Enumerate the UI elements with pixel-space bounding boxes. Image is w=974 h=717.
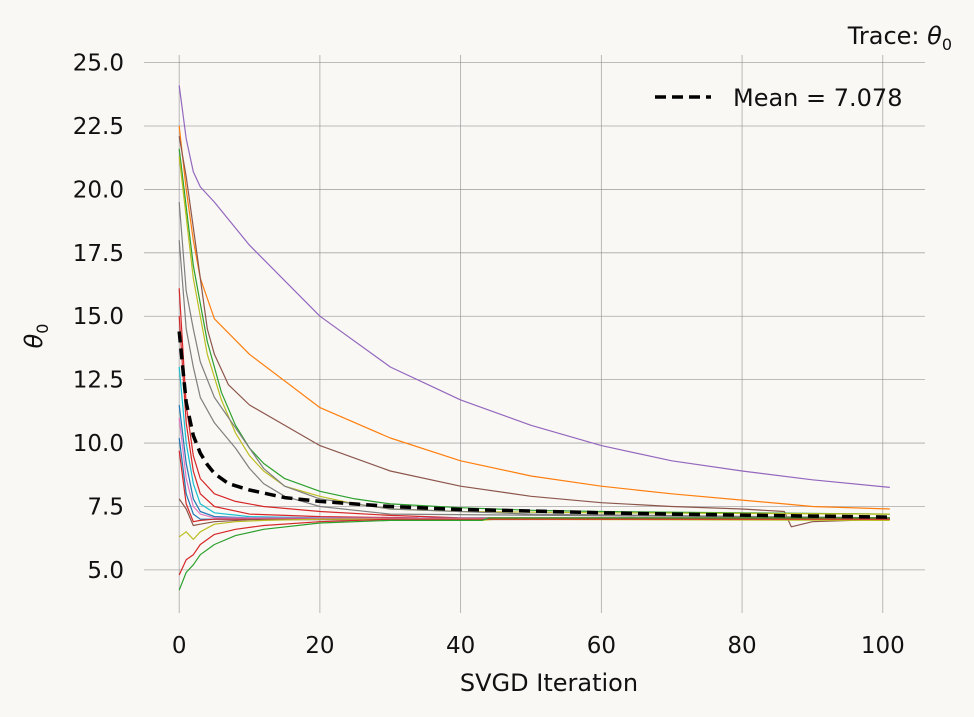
y-tick-label: 12.5 bbox=[73, 368, 124, 394]
x-tick-labels: 0 20 40 60 80 100 bbox=[172, 633, 905, 659]
x-tick-label: 20 bbox=[305, 633, 334, 659]
y-axis-label: θ0 bbox=[20, 324, 52, 349]
legend-mean-label: Mean = 7.078 bbox=[733, 84, 902, 112]
particle-trace-line bbox=[178, 518, 890, 576]
x-tick-label: 40 bbox=[446, 633, 475, 659]
particle-trace-line bbox=[178, 518, 890, 540]
y-tick-label: 15.0 bbox=[73, 304, 124, 330]
particle-trace-line bbox=[178, 85, 890, 488]
particle-trace-line bbox=[178, 404, 890, 520]
mean-layer bbox=[177, 331, 890, 519]
series-layer bbox=[178, 85, 890, 591]
x-tick-label: 60 bbox=[587, 633, 616, 659]
y-axis-label-subscript: 0 bbox=[33, 324, 52, 334]
chart-title-symbol: θ bbox=[927, 22, 942, 50]
legend: Mean = 7.078 bbox=[655, 84, 902, 112]
y-tick-label: 7.5 bbox=[87, 494, 124, 520]
particle-trace-line bbox=[178, 498, 890, 527]
x-tick-label: 0 bbox=[172, 633, 187, 659]
y-axis-label-symbol: θ bbox=[20, 333, 48, 348]
particle-trace-line bbox=[178, 125, 890, 510]
mean-trace-line bbox=[177, 331, 890, 519]
chart-title-text: Trace: bbox=[847, 22, 927, 50]
particle-trace-line bbox=[178, 202, 890, 519]
y-tick-label: 20.0 bbox=[73, 177, 124, 203]
x-tick-label: 100 bbox=[861, 633, 905, 659]
y-tick-label: 25.0 bbox=[73, 51, 124, 77]
y-tick-label: 5.0 bbox=[87, 558, 124, 584]
particle-trace-line bbox=[178, 288, 890, 519]
x-tick-label: 80 bbox=[727, 633, 756, 659]
chart-title: Trace: θ0 bbox=[847, 22, 952, 54]
y-tick-label: 22.5 bbox=[73, 114, 124, 140]
particle-trace-line bbox=[178, 136, 890, 528]
particle-trace-line bbox=[178, 517, 890, 591]
particle-trace-line bbox=[178, 417, 890, 520]
particle-trace-line bbox=[178, 240, 890, 519]
y-tick-label: 17.5 bbox=[73, 241, 124, 267]
y-tick-label: 10.0 bbox=[73, 431, 124, 457]
chart-title-subscript: 0 bbox=[942, 35, 952, 54]
x-axis-label: SVGD Iteration bbox=[460, 669, 638, 697]
particle-trace-line bbox=[178, 316, 890, 521]
particle-trace-line bbox=[178, 156, 890, 515]
y-tick-labels: 5.0 7.5 10.0 12.5 15.0 17.5 20.0 22.5 25.0 bbox=[73, 51, 124, 584]
particle-trace-line bbox=[178, 148, 890, 515]
